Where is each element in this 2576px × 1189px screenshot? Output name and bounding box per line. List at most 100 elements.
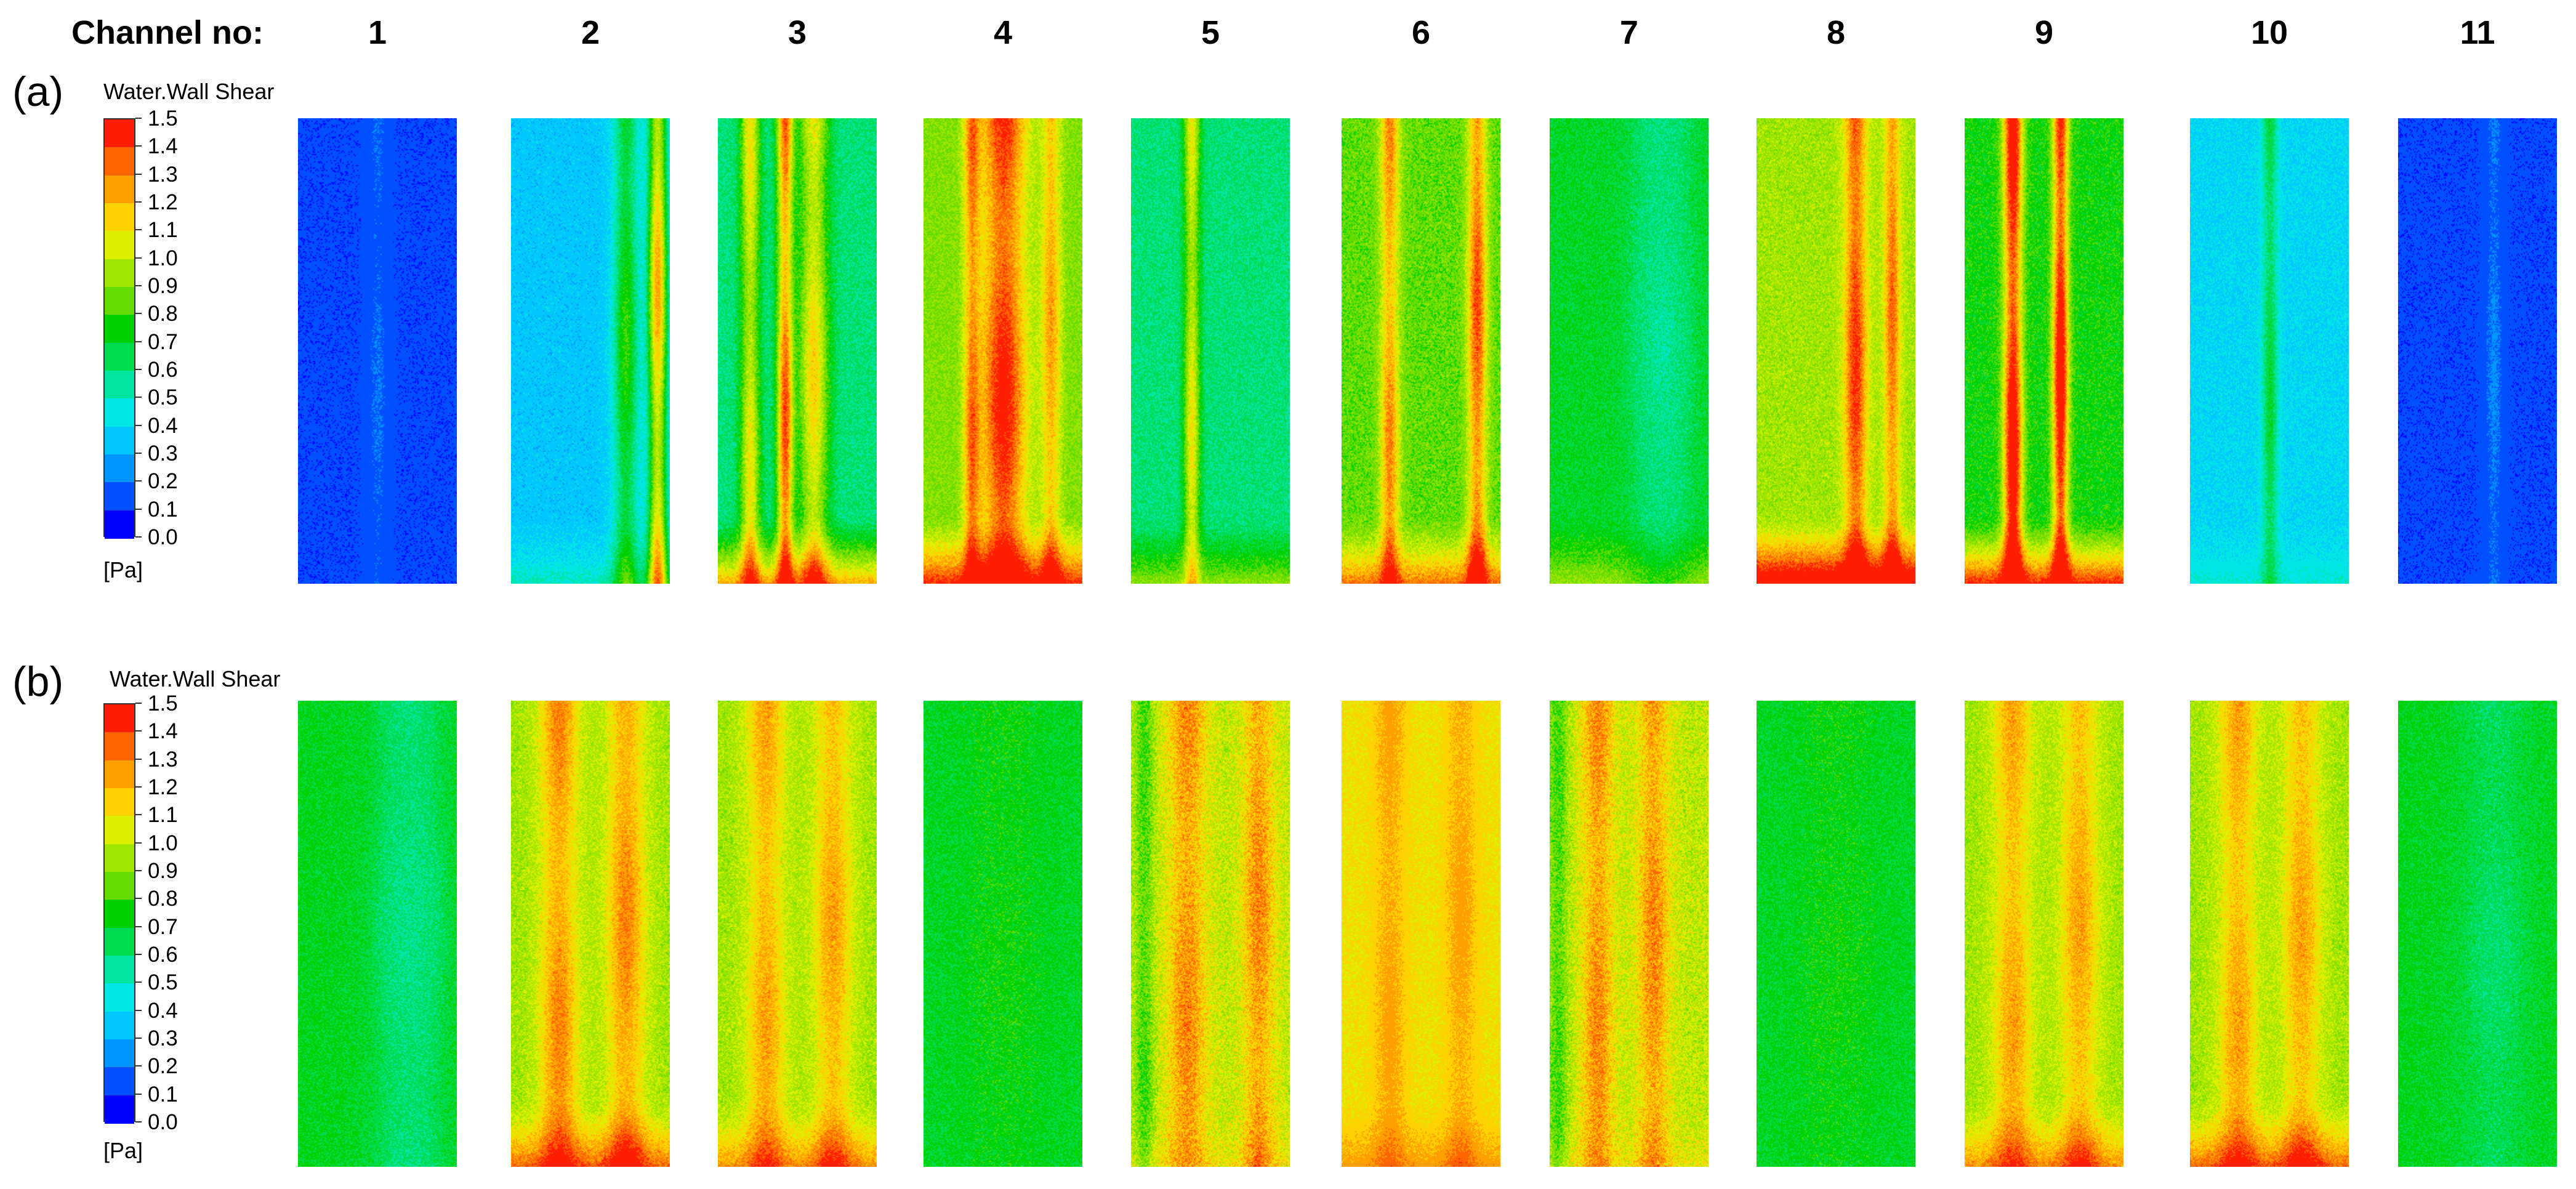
contour-image <box>1757 118 1915 584</box>
contour-image <box>1965 701 2123 1167</box>
colorbar-segment <box>105 704 134 733</box>
colorbar-segment <box>105 1039 134 1068</box>
colorbar-tickmark <box>135 257 142 259</box>
channel-number-1: 1 <box>368 14 387 51</box>
colorbar-segment <box>105 927 134 956</box>
colorbar-tick-label: 0.5 <box>148 385 178 410</box>
colorbar-tickmark <box>135 1121 142 1122</box>
colorbar-tickmark <box>135 758 142 760</box>
colorbar-tick-label: 0.7 <box>148 914 178 939</box>
colorbar-segment <box>105 426 134 455</box>
colorbar-tick-label: 0.2 <box>148 469 178 494</box>
channel-number-7: 7 <box>1619 14 1639 51</box>
legend-title: Water.Wall Shear <box>110 666 281 691</box>
colorbar-tickmark <box>135 145 142 147</box>
contour-channel-9 <box>1965 701 2123 1167</box>
channel-number-10: 10 <box>2250 14 2288 51</box>
colorbar-tick-label: 0.2 <box>148 1054 178 1079</box>
contour-channel-2 <box>511 118 670 584</box>
colorbar-segment <box>105 1067 134 1096</box>
contour-channel-2 <box>511 701 670 1167</box>
colorbar-tickmark <box>135 925 142 927</box>
colorbar-tick-label: 1.5 <box>148 107 178 131</box>
colorbar-tick-label: 0.7 <box>148 329 178 354</box>
contour-image <box>1550 118 1709 584</box>
colorbar-tick-label: 1.3 <box>148 747 178 772</box>
colorbar-tick-label: 1.4 <box>148 719 178 744</box>
colorbar-tickmark <box>135 814 142 816</box>
contour-channel-7 <box>1550 701 1709 1167</box>
contour-image <box>2398 701 2557 1167</box>
channel-number-9: 9 <box>2034 14 2054 51</box>
colorbar-segment <box>105 203 134 232</box>
colorbar-segment <box>105 510 134 539</box>
colorbar-tickmark <box>135 201 142 203</box>
channel-number-6: 6 <box>1411 14 1431 51</box>
contour-image <box>1757 701 1915 1167</box>
colorbar <box>103 118 135 539</box>
colorbar-segment <box>105 119 134 148</box>
contour-channel-8 <box>1757 118 1915 584</box>
panel-label: (b) <box>12 658 64 705</box>
contour-channel-4 <box>924 118 1082 584</box>
colorbar-unit: [Pa] <box>103 557 143 582</box>
colorbar-tick-label: 0.1 <box>148 497 178 522</box>
colorbar-tickmark <box>135 1038 142 1039</box>
contour-channel-11 <box>2398 701 2557 1167</box>
contour-image <box>1550 701 1709 1167</box>
contour-image <box>298 701 457 1167</box>
colorbar-segment <box>105 259 134 288</box>
colorbar-tickmark <box>135 118 142 119</box>
colorbar-tickmark <box>135 480 142 482</box>
colorbar-tick-label: 0.0 <box>148 525 178 549</box>
contour-channel-1 <box>298 118 457 584</box>
colorbar-tickmark <box>135 424 142 426</box>
colorbar-segment <box>105 816 134 845</box>
contour-channel-5 <box>1131 701 1290 1167</box>
colorbar-tick-label: 1.5 <box>148 691 178 715</box>
colorbar-tick-label: 0.9 <box>148 859 178 883</box>
colorbar-tick-label: 0.9 <box>148 274 178 298</box>
colorbar-tickmark <box>135 173 142 175</box>
channel-number-5: 5 <box>1201 14 1220 51</box>
contour-image <box>1131 118 1290 584</box>
contour-image <box>2190 118 2349 584</box>
header-label: Channel no: <box>71 14 264 51</box>
contour-image <box>2398 118 2557 584</box>
channel-number-11: 11 <box>2460 14 2495 51</box>
colorbar-tick-label: 0.3 <box>148 441 178 466</box>
channel-number-8: 8 <box>1826 14 1846 51</box>
contour-channel-5 <box>1131 118 1290 584</box>
colorbar-tick-label: 0.6 <box>148 358 178 382</box>
contour-channel-3 <box>718 118 877 584</box>
contour-channel-4 <box>924 701 1082 1167</box>
contour-channel-1 <box>298 701 457 1167</box>
panel-label: (a) <box>12 68 64 115</box>
colorbar-segment <box>105 482 134 511</box>
colorbar-tickmark <box>135 870 142 871</box>
colorbar-segment <box>105 900 134 929</box>
contour-image <box>924 701 1082 1167</box>
contour-image <box>1342 701 1500 1167</box>
contour-image <box>2190 701 2349 1167</box>
colorbar-tick-label: 1.0 <box>148 831 178 855</box>
colorbar-tickmark <box>135 1093 142 1095</box>
contour-channel-6 <box>1342 118 1500 584</box>
colorbar-unit: [Pa] <box>103 1138 143 1163</box>
channel-number-4: 4 <box>993 14 1013 51</box>
colorbar-segment <box>105 844 134 873</box>
colorbar-segment <box>105 287 134 316</box>
colorbar-tickmark <box>135 313 142 315</box>
colorbar-tickmark <box>135 285 142 286</box>
channel-number-2: 2 <box>581 14 600 51</box>
colorbar-tickmark <box>135 730 142 732</box>
colorbar-segment <box>105 1095 134 1124</box>
colorbar-tick-label: 1.0 <box>148 246 178 270</box>
colorbar-segment <box>105 371 134 400</box>
colorbar-tickmark <box>135 1009 142 1011</box>
colorbar-segment <box>105 1011 134 1040</box>
colorbar-tickmark <box>135 536 142 538</box>
colorbar-tickmark <box>135 954 142 955</box>
contour-image <box>924 118 1082 584</box>
colorbar-segment <box>105 231 134 260</box>
